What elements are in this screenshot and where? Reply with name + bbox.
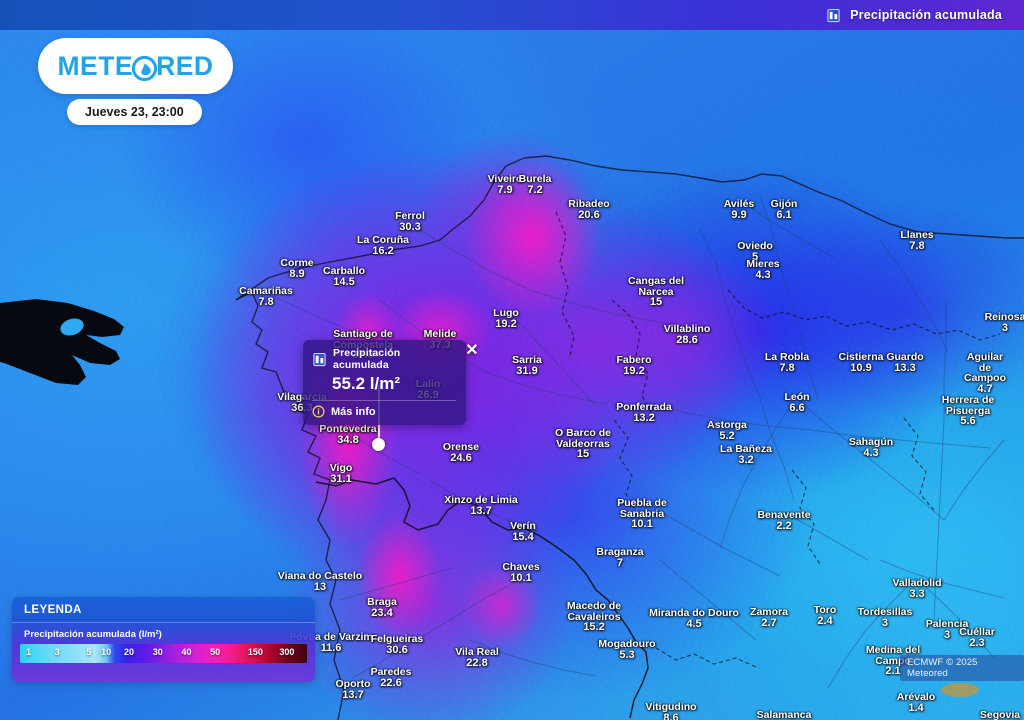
active-layer-indicator[interactable]: Precipitación acumulada <box>826 8 1002 23</box>
legend-tick: 5 <box>86 647 92 657</box>
legend-tick: 40 <box>181 647 192 657</box>
more-info-button[interactable]: Más info <box>312 405 456 421</box>
legend-tick: 3 <box>54 647 60 657</box>
timestamp-badge[interactable]: Jueves 23, 23:00 <box>67 99 202 125</box>
logo-wordmark: METE RED <box>57 51 213 82</box>
legend-tick: 300 <box>279 647 295 657</box>
legend-tick: 150 <box>247 647 263 657</box>
precipitation-popup: Precipitación acumulada 55.2 l/m² Más in… <box>303 340 466 425</box>
legend-tick: 10 <box>101 647 112 657</box>
map-marker-dot[interactable] <box>372 438 385 451</box>
active-layer-label: Precipitación acumulada <box>850 8 1002 22</box>
legend-tick: 30 <box>152 647 163 657</box>
province-borders <box>555 211 1001 669</box>
popup-divider <box>312 400 456 401</box>
info-icon <box>312 405 325 418</box>
legend-panel: LEYENDA Precipitación acumulada (l/m²) 1… <box>12 597 315 682</box>
top-header-bar: Precipitación acumulada <box>0 0 1024 30</box>
water-drop-icon <box>131 55 158 81</box>
timestamp-label: Jueves 23, 23:00 <box>85 105 184 119</box>
road-network <box>259 195 1005 689</box>
rain-gauge-icon <box>826 8 841 23</box>
legend-tick: 50 <box>210 647 221 657</box>
legend-tick: 1 <box>26 647 32 657</box>
close-icon[interactable]: ✕ <box>465 342 479 359</box>
meteored-logo[interactable]: METE RED <box>38 38 233 94</box>
legend-tick: 20 <box>124 647 135 657</box>
legend-subtitle: Precipitación acumulada (l/m²) <box>24 629 162 640</box>
logo-text-right: RED <box>156 50 214 81</box>
map-attribution: ECMWF © 2025 Meteored <box>900 655 1024 681</box>
more-info-label: Más info <box>331 405 376 418</box>
popup-header: Precipitación acumulada <box>312 347 456 371</box>
popup-value: 55.2 l/m² <box>332 374 401 393</box>
country-border <box>315 477 649 719</box>
lake-shape <box>941 683 979 697</box>
popup-title: Precipitación acumulada <box>333 347 401 371</box>
legend-gradient-bar <box>20 644 307 663</box>
legend-heading: LEYENDA <box>12 597 315 623</box>
legend-color-scale[interactable]: 1 3 5 10 20 30 40 50 150 300 <box>20 644 307 663</box>
hand-cursor-silhouette <box>0 299 124 385</box>
rain-gauge-icon <box>312 352 327 367</box>
logo-text-left: METE <box>57 50 134 81</box>
coastline <box>235 155 1024 720</box>
